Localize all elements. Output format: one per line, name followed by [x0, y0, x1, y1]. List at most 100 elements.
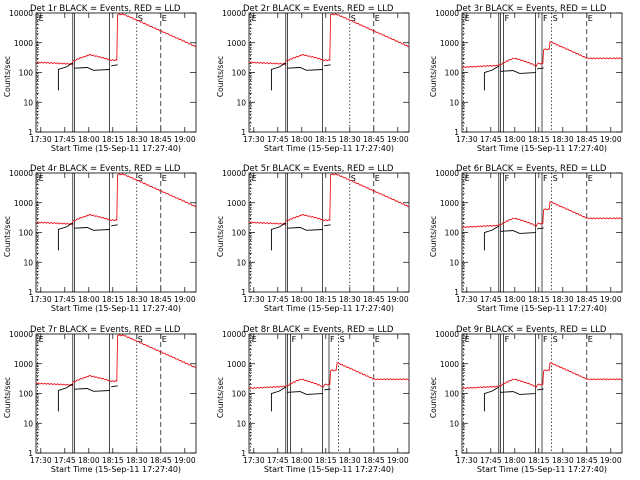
y-tick-label: 10000: [9, 169, 33, 178]
y-tick-label: 10: [23, 258, 33, 267]
marker-label: E: [162, 335, 167, 344]
marker-label: S: [138, 14, 143, 23]
panel-det-4: Det 4r BLACK = Events, RED = LLD 1 10 100 10…: [3, 164, 197, 313]
marker-label: S: [553, 335, 558, 344]
series-events: [324, 388, 331, 391]
y-tick-label: 1: [454, 449, 459, 458]
panel-det-7: Det 7r BLACK = Events, RED = LLD 1 10 100 10…: [3, 325, 197, 474]
y-tick-label: 10: [449, 258, 459, 267]
plot-frame: [248, 12, 410, 133]
y-tick-label: 1: [454, 128, 459, 137]
panel-det-1: Det 1r BLACK = Events, RED = LLD 1 10 100 10…: [3, 4, 197, 153]
y-tick-label: 100: [232, 69, 247, 78]
marker-label: E: [588, 174, 593, 183]
panel-det-6: Det 6r BLACK = Events, RED = LLD 1 10 100 10…: [429, 164, 623, 313]
x-axis-label: Start Time (15-Sep-11 17:27:40): [477, 465, 607, 474]
x-tick-label: 18:15: [315, 135, 337, 144]
x-tick-label: 18:15: [102, 135, 124, 144]
marker-label: S: [340, 335, 345, 344]
marker-label: F: [505, 14, 510, 23]
series-events: [483, 386, 500, 412]
x-tick-label: 18:00: [504, 135, 526, 144]
x-tick-label: 18:45: [363, 135, 385, 144]
panel-title: Det 3r BLACK = Events, RED = LLD: [456, 4, 607, 14]
x-tick-label: 17:30: [30, 456, 52, 465]
y-tick-label: 1000: [14, 360, 33, 369]
marker-label: F: [505, 335, 510, 344]
y-tick-label: 10: [449, 419, 459, 428]
y-tick-label: 10: [236, 419, 246, 428]
x-tick-label: 18:30: [339, 456, 361, 465]
series-events: [537, 227, 544, 230]
y-tick-label: 1000: [227, 39, 246, 48]
x-tick-label: 18:00: [504, 456, 526, 465]
x-tick-label: 18:30: [126, 135, 148, 144]
x-axis-label: Start Time (15-Sep-11 17:27:40): [477, 144, 607, 153]
series-events: [324, 224, 331, 227]
y-axis-label: Counts/sec: [429, 216, 438, 257]
x-axis-label: Start Time (15-Sep-11 17:27:40): [51, 465, 181, 474]
marker-label: S: [351, 14, 356, 23]
y-axis-label: Counts/sec: [3, 216, 12, 257]
y-tick-label: 1000: [440, 199, 459, 208]
series-events: [270, 62, 287, 91]
x-tick-label: 18:45: [150, 456, 172, 465]
series-events: [500, 230, 536, 234]
series-events: [74, 388, 110, 392]
y-tick-label: 10: [236, 258, 246, 267]
y-tick-label: 100: [445, 69, 460, 78]
series-lld: [462, 362, 622, 390]
y-tick-label: 10: [23, 98, 33, 107]
x-tick-label: 17:45: [480, 135, 502, 144]
marker-label: E: [588, 335, 593, 344]
x-tick-label: 19:00: [174, 456, 196, 465]
y-tick-label: 100: [19, 229, 34, 238]
series-lld: [36, 173, 196, 226]
panel-title: Det 6r BLACK = Events, RED = LLD: [456, 164, 607, 174]
series-lld: [462, 201, 622, 229]
x-tick-label: 18:15: [528, 135, 550, 144]
x-tick-label: 18:45: [150, 135, 172, 144]
series-lld: [462, 41, 622, 69]
y-tick-label: 10000: [222, 330, 246, 339]
series-events: [537, 388, 544, 391]
x-tick-label: 19:00: [600, 135, 622, 144]
x-tick-label: 18:15: [315, 295, 337, 304]
series-events: [483, 225, 500, 251]
series-lld: [249, 173, 409, 226]
y-tick-label: 100: [445, 229, 460, 238]
marker-label: F: [543, 174, 548, 183]
series-events: [287, 227, 323, 231]
x-tick-label: 17:45: [54, 456, 76, 465]
x-tick-label: 17:45: [267, 295, 289, 304]
series-events: [483, 65, 500, 91]
x-tick-label: 18:00: [291, 456, 313, 465]
x-axis-label: Start Time (15-Sep-11 17:27:40): [264, 465, 394, 474]
marker-label: S: [553, 174, 558, 183]
marker-label: E: [375, 335, 380, 344]
panel-title: Det 1r BLACK = Events, RED = LLD: [30, 4, 181, 14]
y-tick-label: 100: [232, 390, 247, 399]
panel-det-8: Det 8r BLACK = Events, RED = LLD 1 10 100 10…: [216, 325, 410, 474]
x-axis-label: Start Time (15-Sep-11 17:27:40): [264, 144, 394, 153]
y-tick-label: 1000: [440, 39, 459, 48]
plot-frame: [248, 172, 410, 293]
x-axis-label: Start Time (15-Sep-11 17:27:40): [51, 304, 181, 313]
series-events: [324, 64, 331, 67]
marker-label: E: [465, 174, 470, 183]
y-axis-label: Counts/sec: [429, 377, 438, 418]
x-tick-label: 17:30: [30, 295, 52, 304]
y-tick-label: 1: [241, 288, 246, 297]
x-tick-label: 18:15: [528, 456, 550, 465]
x-tick-label: 17:30: [456, 456, 478, 465]
marker-label: E: [162, 14, 167, 23]
y-tick-label: 1000: [227, 199, 246, 208]
series-events: [74, 67, 110, 71]
x-tick-label: 18:00: [291, 135, 313, 144]
y-axis-label: Counts/sec: [216, 216, 225, 257]
marker-label: F: [543, 14, 548, 23]
y-tick-label: 100: [19, 69, 34, 78]
series-lld: [36, 13, 196, 66]
x-tick-label: 18:30: [126, 295, 148, 304]
series-events: [500, 391, 536, 395]
